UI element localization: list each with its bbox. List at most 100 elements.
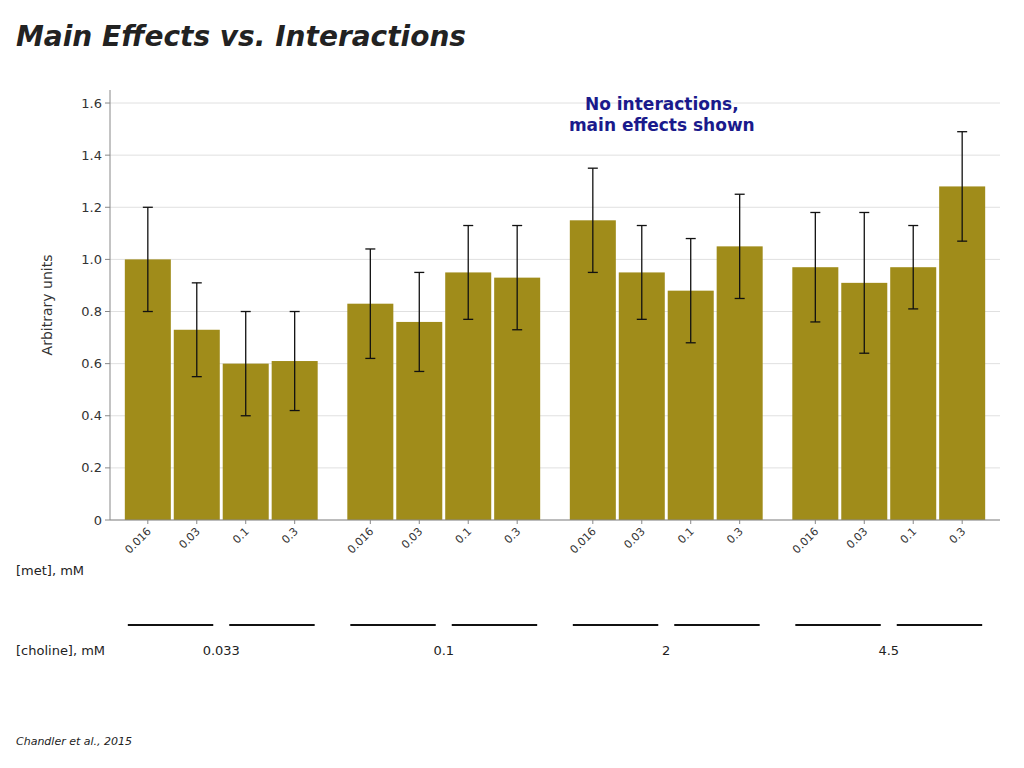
x-tick — [468, 520, 469, 524]
x-axis — [110, 520, 1000, 521]
error-cap — [957, 241, 967, 242]
error-stem — [419, 272, 420, 371]
citation: Chandler et al., 2015 — [16, 735, 132, 748]
x-tick — [739, 520, 740, 524]
x-tick — [962, 520, 963, 524]
y-tick-label: 0.4 — [81, 408, 102, 423]
error-bar — [957, 132, 967, 241]
error-bar — [365, 249, 375, 358]
y-tick — [105, 259, 110, 260]
group-label: 2 — [662, 643, 670, 658]
error-stem — [864, 212, 865, 353]
x-tick-label: 0.1 — [453, 525, 475, 547]
error-cap — [512, 225, 522, 226]
y-tick — [105, 363, 110, 364]
plot-area — [125, 132, 985, 520]
group-axis-label: [choline], mM — [16, 643, 105, 658]
error-cap — [588, 272, 598, 273]
error-bar — [463, 226, 473, 320]
error-bar — [686, 239, 696, 343]
error-cap — [810, 321, 820, 322]
error-stem — [739, 194, 740, 298]
error-cap — [859, 353, 869, 354]
error-stem — [196, 283, 197, 377]
x-tick-label: 0.016 — [790, 525, 821, 556]
group-bracket — [795, 624, 880, 626]
error-bar — [290, 312, 300, 411]
error-cap — [735, 298, 745, 299]
y-axis — [110, 90, 111, 520]
y-tick — [105, 415, 110, 416]
grid-line — [110, 520, 1000, 521]
error-stem — [517, 226, 518, 330]
error-bar — [810, 212, 820, 321]
x-tick — [690, 520, 691, 524]
error-stem — [690, 239, 691, 343]
x-tick-label: 0.03 — [621, 525, 648, 552]
y-tick-label: 0.6 — [81, 356, 102, 371]
annotation-line: No interactions, — [585, 94, 739, 114]
group-bracket — [897, 624, 982, 626]
error-cap — [512, 329, 522, 330]
y-tick-label: 0 — [94, 513, 102, 528]
error-cap — [686, 342, 696, 343]
group-label: 4.5 — [878, 643, 899, 658]
x-tick-label: 0.3 — [279, 525, 301, 547]
group-bracket — [229, 624, 314, 626]
y-tick — [105, 207, 110, 208]
group-bracket — [573, 624, 658, 626]
x-tick — [419, 520, 420, 524]
error-cap — [143, 311, 153, 312]
annotation: No interactions,main effects shown — [569, 94, 755, 135]
error-stem — [468, 226, 469, 320]
error-cap — [686, 238, 696, 239]
x-tick-label: 0.1 — [898, 525, 920, 547]
error-cap — [637, 319, 647, 320]
error-stem — [962, 132, 963, 241]
x-axis-label: [met], mM — [16, 563, 84, 578]
y-tick-label: 1.4 — [81, 148, 102, 163]
grid-line — [110, 103, 1000, 104]
x-tick — [864, 520, 865, 524]
error-bar — [414, 272, 424, 371]
y-tick-label: 0.8 — [81, 304, 102, 319]
x-tick — [370, 520, 371, 524]
x-tick — [815, 520, 816, 524]
error-cap — [463, 319, 473, 320]
error-cap — [908, 225, 918, 226]
error-bar — [859, 212, 869, 353]
error-stem — [370, 249, 371, 358]
error-stem — [641, 226, 642, 320]
y-tick-label: 1.2 — [81, 200, 102, 215]
grid-line — [110, 207, 1000, 208]
error-bar — [735, 194, 745, 298]
error-cap — [365, 248, 375, 249]
y-tick-label: 1.0 — [81, 252, 102, 267]
x-tick — [147, 520, 148, 524]
error-stem — [147, 207, 148, 311]
x-tick — [517, 520, 518, 524]
x-tick-label: 0.1 — [675, 525, 697, 547]
x-tick — [196, 520, 197, 524]
error-cap — [908, 308, 918, 309]
x-tick — [641, 520, 642, 524]
error-stem — [815, 212, 816, 321]
x-tick-label: 0.03 — [844, 525, 871, 552]
error-bar — [143, 207, 153, 311]
x-tick-label: 0.3 — [724, 525, 746, 547]
chart: Main Effects vs. Interactions00.20.40.60… — [0, 0, 1024, 768]
error-bar — [588, 168, 598, 272]
error-stem — [245, 312, 246, 416]
error-cap — [859, 212, 869, 213]
error-cap — [365, 358, 375, 359]
x-tick-label: 0.016 — [122, 525, 153, 556]
x-tick — [294, 520, 295, 524]
error-bar — [241, 312, 251, 416]
error-cap — [290, 311, 300, 312]
x-tick-label: 0.3 — [502, 525, 524, 547]
x-tick — [592, 520, 593, 524]
x-tick — [245, 520, 246, 524]
group-label: 0.033 — [203, 643, 240, 658]
error-cap — [414, 272, 424, 273]
error-stem — [592, 168, 593, 272]
